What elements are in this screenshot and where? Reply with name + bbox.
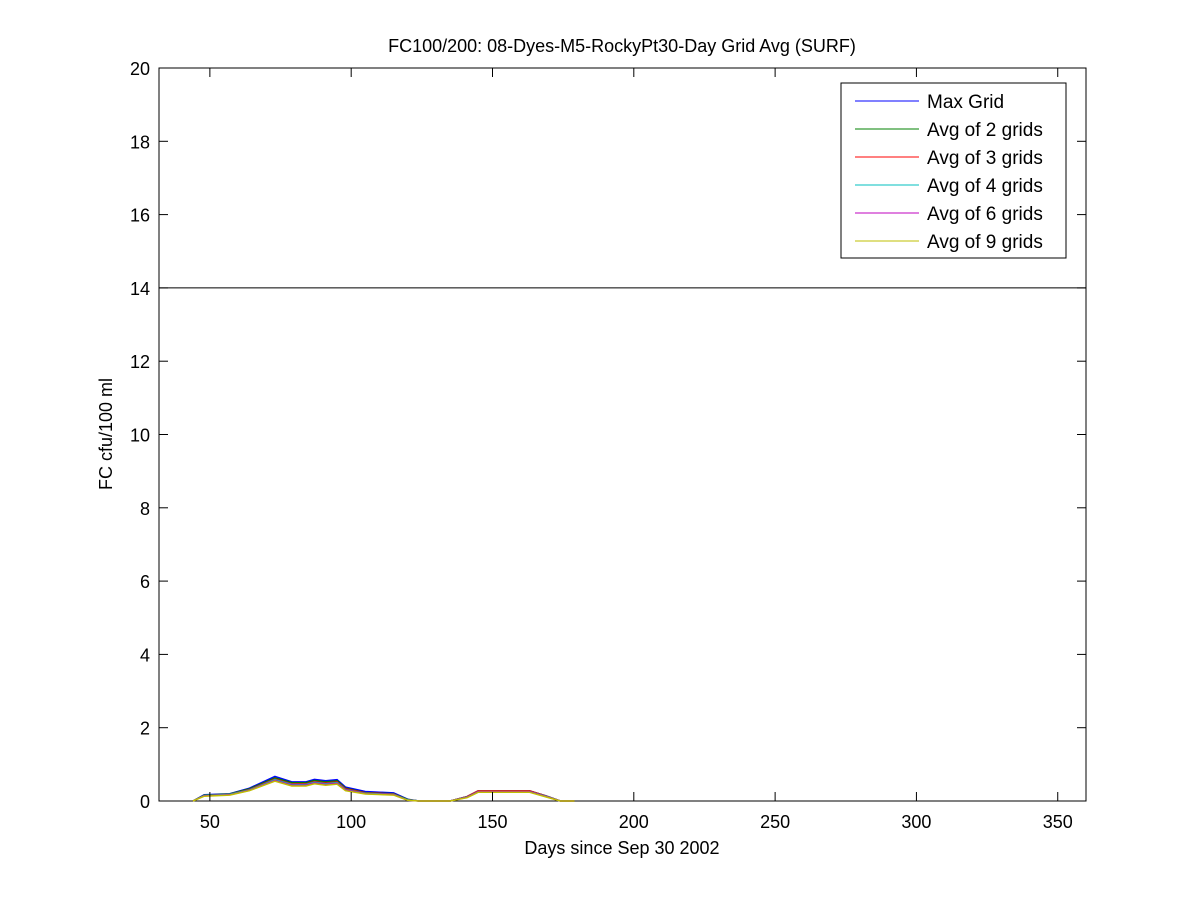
x-tick-label: 50: [200, 812, 220, 832]
x-tick-label: 300: [901, 812, 931, 832]
legend-box: [840, 82, 1067, 259]
y-tick-label: 0: [140, 792, 150, 812]
x-tick-label: 150: [477, 812, 507, 832]
y-tick-label: 14: [130, 279, 150, 299]
legend-entry: Avg of 3 grids: [927, 148, 1043, 169]
legend-entry: Avg of 2 grids: [927, 120, 1043, 141]
y-tick-label: 6: [140, 572, 150, 592]
y-tick-label: 12: [130, 352, 150, 372]
x-axis-label: Days since Sep 30 2002: [524, 838, 719, 858]
y-tick-label: 8: [140, 499, 150, 519]
y-tick-label: 4: [140, 645, 150, 665]
y-axis-label: FC cfu/100 ml: [96, 378, 116, 490]
x-tick-label: 250: [760, 812, 790, 832]
legend-entry: Avg of 6 grids: [927, 204, 1043, 225]
series-line-6: [192, 780, 575, 802]
chart-title: FC100/200: 08-Dyes-M5-RockyPt30-Day Grid…: [388, 36, 856, 56]
x-tick-label: 200: [619, 812, 649, 832]
legend-entry: Avg of 9 grids: [927, 232, 1043, 253]
legend: Max Grid Avg of 2 grids Avg of 3 grids Avg …: [840, 82, 1067, 259]
y-tick-label: 20: [130, 59, 150, 79]
legend-entry: Avg of 4 grids: [927, 176, 1043, 197]
legend-entry: Max Grid: [927, 92, 1004, 113]
y-tick-label: 18: [130, 132, 150, 152]
x-tick-label: 100: [336, 812, 366, 832]
y-tick-label: 16: [130, 206, 150, 226]
x-tick-label: 350: [1043, 812, 1073, 832]
y-tick-label: 2: [140, 719, 150, 739]
y-tick-label: 10: [130, 426, 150, 446]
